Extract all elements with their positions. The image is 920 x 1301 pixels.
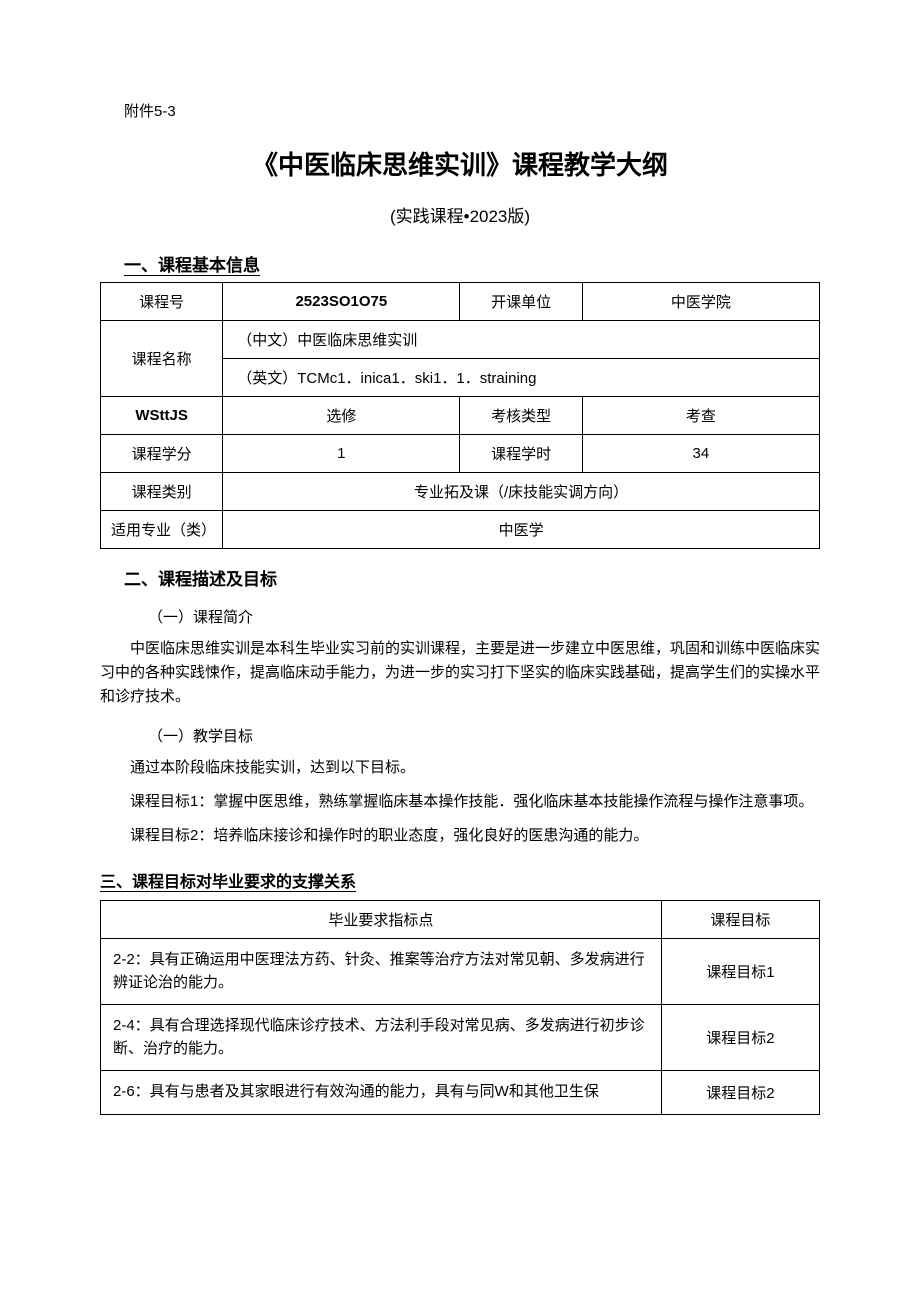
document-title: 《中医临床思维实训》课程教学大纲 (100, 145, 820, 182)
section2-sub1-label: （一）课程简介 (148, 606, 820, 627)
req-goal-cell: 课程目标1 (661, 939, 819, 1005)
table-row: 2-4：具有合理选择现代临床诊疗技术、方法利手段对常见病、多发病进行初步诊断、治… (101, 1005, 820, 1071)
req-point-cell: 2-2：具有正确运用中医理法方药、针灸、推案等治疗方法对常见朝、多发病进行辨证论… (101, 939, 662, 1005)
req-point-cell: 2-4：具有合理选择现代临床诊疗技术、方法利手段对常见病、多发病进行初步诊断、治… (101, 1005, 662, 1071)
req-point-cell: 2-6：具有与患者及其家眼进行有效沟通的能力，具有与同W和其他卫生保 (101, 1071, 662, 1115)
document-page: 附件5-3 《中医临床思维实训》课程教学大纲 (实践课程•2023版) 一、课程… (0, 0, 920, 1301)
goal-intro-text: 通过本阶段临床技能实训，达到以下目标。 (100, 756, 820, 780)
course-intro-text: 中医临床思维实训是本科生毕业实习前的实训课程，主要是进一步建立中医思维，巩固和训… (100, 637, 820, 709)
assess-value: 考查 (582, 397, 819, 435)
course-goal-2: 课程目标2：培养临床接诊和操作时的职业态度，强化良好的医患沟通的能力。 (100, 824, 820, 848)
attachment-label: 附件5-3 (124, 100, 820, 121)
course-type-value: 选修 (223, 397, 460, 435)
table-row: 课程类别 专业拓及课（/床技能实调方向） (101, 473, 820, 511)
course-code-label: 课程号 (101, 283, 223, 321)
credit-value: 1 (223, 435, 460, 473)
course-name-en: （英文）TCMc1．inica1．ski1．1．straining (223, 359, 820, 397)
course-goal-1: 课程目标1：掌握中医思维，熟练掌握临床基本操作技能．强化临床基本技能操作流程与操… (100, 790, 820, 814)
hours-value: 34 (582, 435, 819, 473)
credit-label: 课程学分 (101, 435, 223, 473)
section2-heading: 二、课程描述及目标 (124, 565, 820, 590)
req-goal-cell: 课程目标2 (661, 1071, 819, 1115)
table-row: 2-2：具有正确运用中医理法方药、针灸、推案等治疗方法对常见朝、多发病进行辨证论… (101, 939, 820, 1005)
course-info-table: 课程号 2523SO1O75 开课单位 中医学院 课程名称 （中文）中医临床思维… (100, 282, 820, 549)
course-name-label: 课程名称 (101, 321, 223, 397)
course-code-value: 2523SO1O75 (223, 283, 460, 321)
dept-value: 中医学院 (582, 283, 819, 321)
table-header-row: 毕业要求指标点 课程目标 (101, 901, 820, 939)
req-goal-cell: 课程目标2 (661, 1005, 819, 1071)
category-value: 专业拓及课（/床技能实调方向） (223, 473, 820, 511)
hours-label: 课程学时 (460, 435, 582, 473)
req-header-left: 毕业要求指标点 (101, 901, 662, 939)
assess-label: 考核类型 (460, 397, 582, 435)
table-row: 适用专业（类） 中医学 (101, 511, 820, 549)
major-value: 中医学 (223, 511, 820, 549)
table-row: 课程名称 （中文）中医临床思维实训 (101, 321, 820, 359)
table-row: 2-6：具有与患者及其家眼进行有效沟通的能力，具有与同W和其他卫生保 课程目标2 (101, 1071, 820, 1115)
section3-heading: 三、课程目标对毕业要求的支撑关系 (100, 868, 820, 892)
req-header-right: 课程目标 (661, 901, 819, 939)
course-name-zh: （中文）中医临床思维实训 (223, 321, 820, 359)
section1-heading: 一、课程基本信息 (124, 251, 820, 276)
course-type-label: WSttJS (101, 397, 223, 435)
requirement-support-table: 毕业要求指标点 课程目标 2-2：具有正确运用中医理法方药、针灸、推案等治疗方法… (100, 900, 820, 1115)
table-row: WSttJS 选修 考核类型 考查 (101, 397, 820, 435)
section2-sub2-label: （一）教学目标 (148, 725, 820, 746)
document-subtitle: (实践课程•2023版) (100, 202, 820, 227)
table-row: 课程学分 1 课程学时 34 (101, 435, 820, 473)
dept-label: 开课单位 (460, 283, 582, 321)
category-label: 课程类别 (101, 473, 223, 511)
major-label: 适用专业（类） (101, 511, 223, 549)
table-row: 课程号 2523SO1O75 开课单位 中医学院 (101, 283, 820, 321)
